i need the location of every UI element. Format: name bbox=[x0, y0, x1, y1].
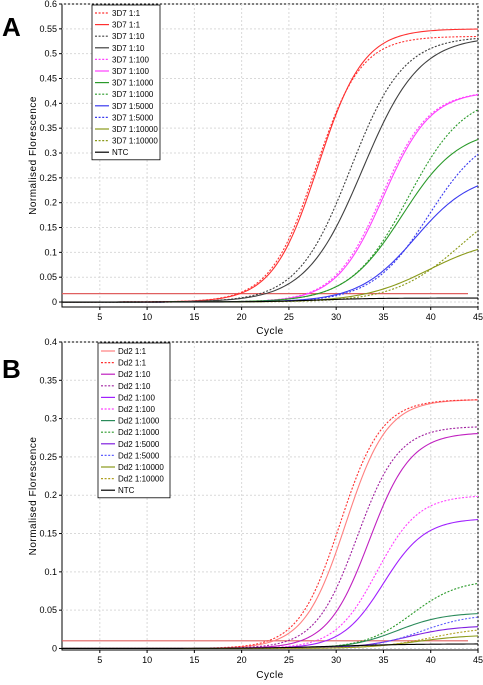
x-tick-label: 45 bbox=[473, 312, 483, 322]
y-tick-label: 0.2 bbox=[44, 490, 57, 500]
legend-label: Dd2 1:5000 bbox=[118, 440, 160, 449]
legend-label: 3D7 1:1000 bbox=[112, 90, 154, 99]
legend-label: Dd2 1:10 bbox=[118, 370, 151, 379]
x-axis-title: Cycle bbox=[256, 670, 284, 681]
legend-label: Dd2 1:1000 bbox=[118, 417, 160, 426]
y-tick-label: 0.3 bbox=[44, 414, 57, 424]
y-tick-label: 0.15 bbox=[39, 529, 57, 539]
x-tick-label: 10 bbox=[142, 655, 152, 665]
y-tick-label: 0.1 bbox=[44, 567, 57, 577]
legend-label: 3D7 1:5000 bbox=[112, 102, 154, 111]
legend-label: Dd2 1:5000 bbox=[118, 451, 160, 460]
y-tick-label: 0.5 bbox=[44, 49, 57, 59]
series-group bbox=[62, 28, 479, 303]
legend-label: 3D7 1:1000 bbox=[112, 79, 154, 88]
y-axis-title: Normalised Florescence bbox=[28, 96, 39, 215]
y-tick-label: 0.25 bbox=[39, 452, 57, 462]
y-tick-label: 0.15 bbox=[39, 223, 57, 233]
y-tick-label: 0.35 bbox=[39, 123, 57, 133]
y-tick-label: 0.6 bbox=[44, 0, 57, 9]
legend-label: 3D7 1:5000 bbox=[112, 113, 154, 122]
y-tick-label: 0.4 bbox=[44, 98, 57, 108]
legend-label: 3D7 1:10000 bbox=[112, 125, 158, 134]
x-tick-label: 30 bbox=[331, 312, 341, 322]
y-tick-label: 0 bbox=[52, 297, 57, 307]
series-line bbox=[62, 643, 478, 650]
series-line bbox=[62, 297, 478, 303]
y-tick-label: 0.55 bbox=[39, 24, 57, 34]
legend-label: 3D7 1:100 bbox=[112, 67, 149, 76]
legend-label: NTC bbox=[118, 486, 135, 495]
y-tick-label: 0 bbox=[52, 643, 57, 653]
legend-label: Dd2 1:10 bbox=[118, 382, 151, 391]
panel-letter: A bbox=[2, 12, 21, 42]
x-tick-label: 5 bbox=[97, 312, 102, 322]
legend-label: Dd2 1:1 bbox=[118, 347, 147, 356]
y-tick-label: 0.3 bbox=[44, 148, 57, 158]
legend-label: 3D7 1:1 bbox=[112, 21, 141, 30]
x-tick-label: 5 bbox=[97, 655, 102, 665]
legend: Dd2 1:1 Dd2 1:1 Dd2 1:10 Dd2 1:10 Dd2 1:100 D… bbox=[97, 342, 171, 499]
panel-a: A 5 10 15 20 25 30 35 40 45 0 0.05 0.1 0.15 0.2 0.25 0.3… bbox=[2, 0, 483, 337]
y-tick-label: 0.4 bbox=[44, 337, 57, 347]
x-tick-label: 30 bbox=[331, 655, 341, 665]
x-tick-label: 40 bbox=[426, 312, 436, 322]
panel-letter: B bbox=[2, 354, 21, 384]
x-tick-label: 45 bbox=[473, 655, 483, 665]
legend-label: Dd2 1:1000 bbox=[118, 428, 160, 437]
x-tick-label: 35 bbox=[378, 655, 388, 665]
legend-label: 3D7 1:10 bbox=[112, 32, 145, 41]
legend-label: Dd2 1:100 bbox=[118, 405, 155, 414]
x-tick-label: 35 bbox=[378, 312, 388, 322]
legend-label: Dd2 1:1 bbox=[118, 359, 147, 368]
x-tick-label: 15 bbox=[189, 655, 199, 665]
legend-label: Dd2 1:10000 bbox=[118, 475, 164, 484]
y-tick-label: 0.05 bbox=[39, 272, 57, 282]
y-tick-label: 0.1 bbox=[44, 247, 57, 257]
y-tick-label: 0.35 bbox=[39, 375, 57, 385]
legend-label: 3D7 1:10000 bbox=[112, 137, 158, 146]
legend-label: 3D7 1:10 bbox=[112, 44, 145, 53]
x-tick-label: 15 bbox=[189, 312, 199, 322]
x-tick-label: 10 bbox=[142, 312, 152, 322]
x-tick-label: 20 bbox=[237, 312, 247, 322]
x-axis-title: Cycle bbox=[256, 326, 284, 337]
legend-label: NTC bbox=[112, 148, 129, 157]
y-tick-label: 0.05 bbox=[39, 605, 57, 615]
panel-b: B 5 10 15 20 25 30 35 40 45 0 0.05 0.1 0.15 0.2 0.25 0.3… bbox=[2, 337, 483, 681]
y-tick-label: 0.2 bbox=[44, 198, 57, 208]
series-group bbox=[62, 399, 479, 650]
x-tick-label: 20 bbox=[237, 655, 247, 665]
legend-label: 3D7 1:100 bbox=[112, 55, 149, 64]
y-tick-label: 0.45 bbox=[39, 74, 57, 84]
legend-label: Dd2 1:10000 bbox=[118, 463, 164, 472]
x-tick-label: 25 bbox=[284, 655, 294, 665]
y-tick-label: 0.25 bbox=[39, 173, 57, 183]
legend-label: 3D7 1:1 bbox=[112, 9, 141, 18]
legend-label: Dd2 1:100 bbox=[118, 393, 155, 402]
legend: 3D7 1:1 3D7 1:1 3D7 1:10 3D7 1:10 3D7 1:100 3… bbox=[91, 4, 161, 161]
x-tick-label: 40 bbox=[426, 655, 436, 665]
x-tick-label: 25 bbox=[284, 312, 294, 322]
y-axis-title: Normalised Florescence bbox=[28, 437, 39, 556]
